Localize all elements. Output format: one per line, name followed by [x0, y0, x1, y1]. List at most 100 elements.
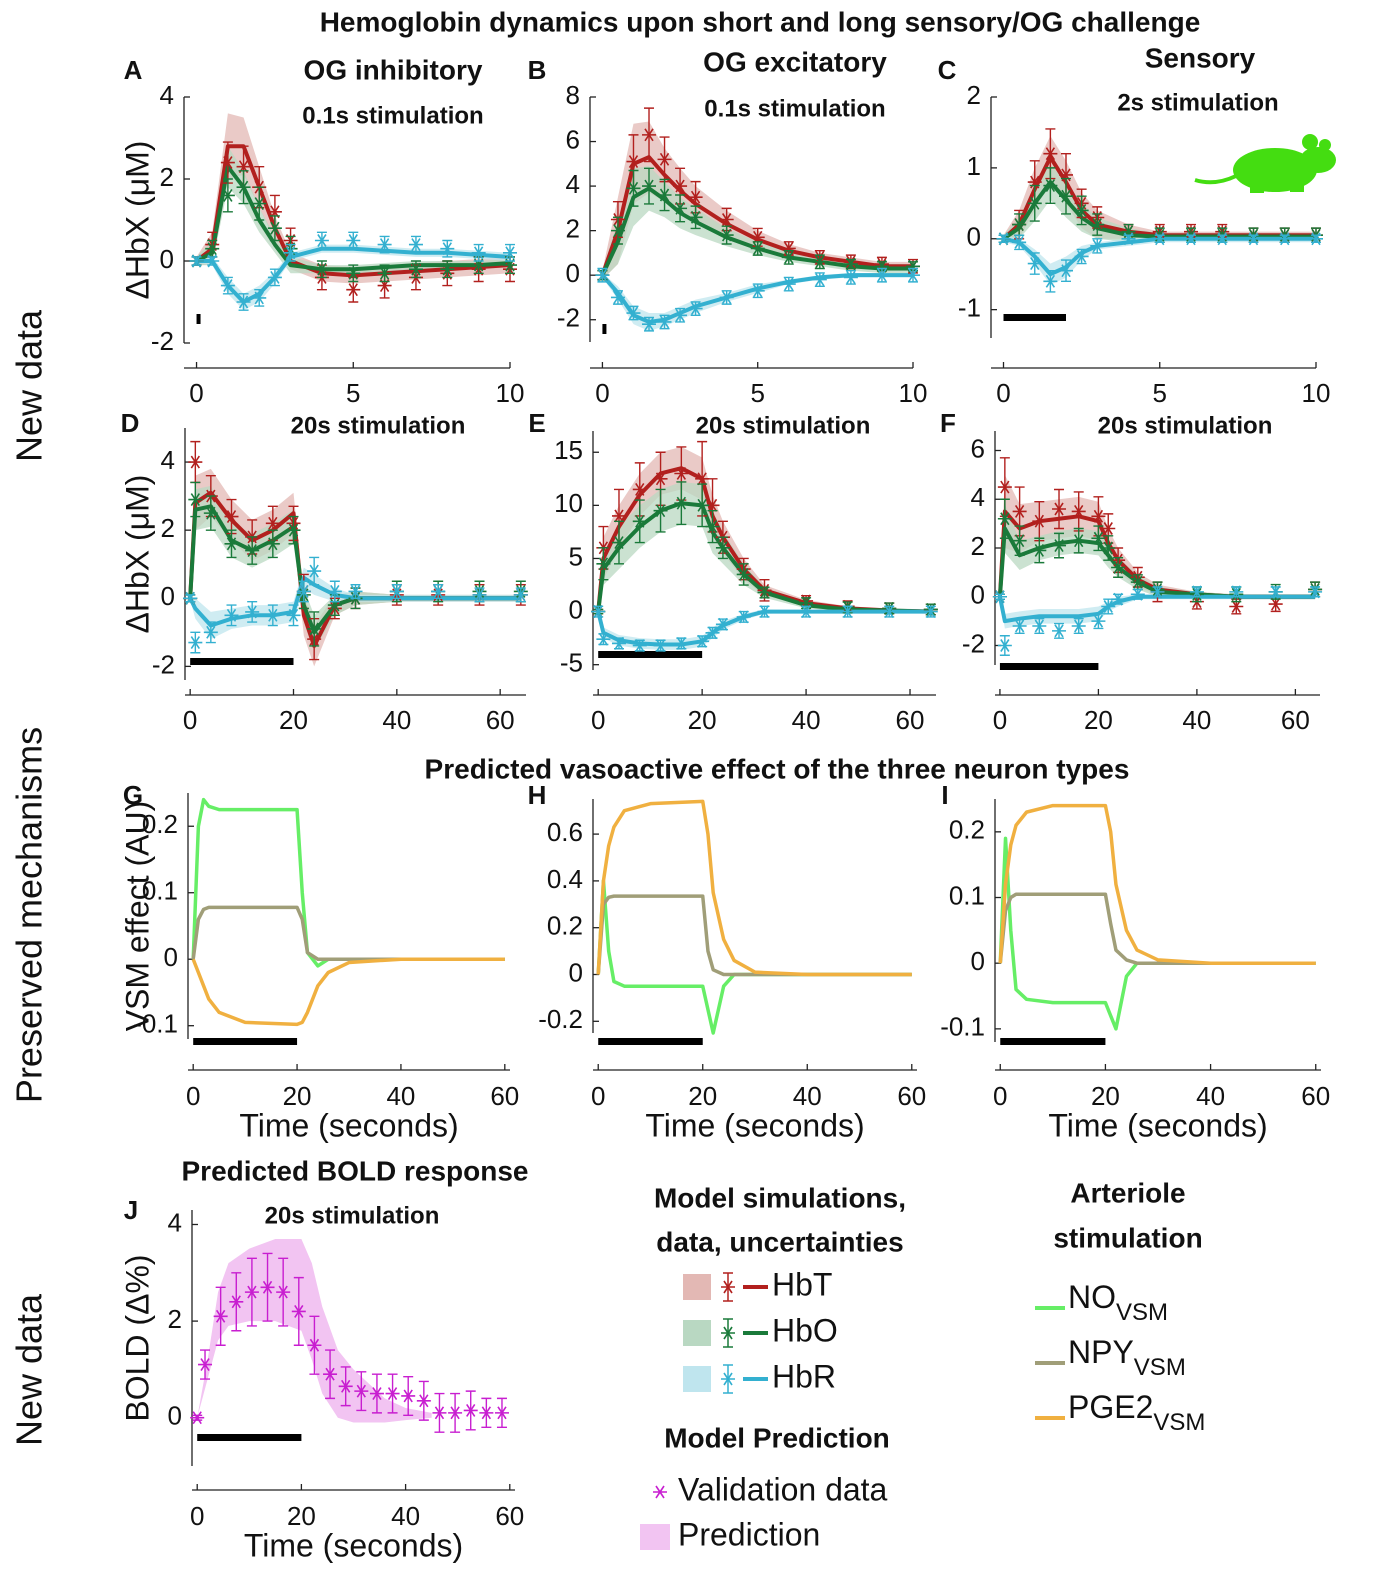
- data-point: [632, 639, 647, 653]
- y-tick-label: 4: [566, 169, 580, 199]
- data-point: [840, 605, 855, 619]
- stimulus-bar: [1003, 314, 1066, 321]
- x-axis-label: Time (seconds): [244, 1527, 463, 1563]
- legend-label: HbT: [772, 1266, 832, 1302]
- y-tick-label: -2: [152, 649, 175, 679]
- x-tick-label: 60: [495, 1501, 524, 1531]
- y-axis-label: ΔHbX (μM): [119, 475, 155, 634]
- data-point: [715, 617, 730, 631]
- data-point: [1043, 274, 1058, 288]
- y-tick-label: 0: [971, 580, 985, 610]
- x-tick-label: 20: [1091, 1081, 1120, 1111]
- legend-marker: [721, 1326, 735, 1340]
- y-tick-label: 0.2: [949, 815, 985, 845]
- y-tick-label: -1: [958, 293, 981, 323]
- legend-marker: [721, 1280, 735, 1294]
- x-tick-label: 5: [346, 378, 360, 408]
- data-point: [203, 625, 218, 639]
- x-axis-label: Time (seconds): [239, 1107, 458, 1143]
- data-point: [265, 537, 280, 551]
- legend-title: Model simulations,: [654, 1182, 906, 1213]
- data-point: [1130, 587, 1145, 601]
- legend-subscript: VSM: [1134, 1354, 1186, 1381]
- data-point: [719, 213, 734, 226]
- legend-label: NOVSM: [1068, 1279, 1168, 1325]
- data-point: [1277, 232, 1292, 246]
- x-tick-label: 10: [899, 378, 928, 408]
- data-point: [695, 634, 710, 648]
- panel-label: J: [124, 1195, 138, 1225]
- data-point: [203, 506, 218, 520]
- legend-swatch: [683, 1366, 711, 1392]
- data-point: [1308, 585, 1323, 599]
- legend-name: NO: [1068, 1279, 1116, 1315]
- stimulus-bar: [196, 314, 201, 324]
- data-point: [236, 295, 251, 309]
- data-point: [653, 504, 668, 518]
- data-point: [750, 284, 765, 298]
- data-point: [1052, 624, 1067, 638]
- data-point: [377, 266, 392, 280]
- panel-label: B: [528, 55, 547, 85]
- data-point: [1027, 196, 1042, 210]
- data-point: [503, 246, 517, 260]
- data-point: [632, 482, 647, 496]
- data-point: [642, 128, 657, 142]
- y-tick-label: 0.1: [142, 876, 178, 906]
- data-point: [1184, 232, 1198, 246]
- legend-label: PGE2VSM: [1068, 1389, 1205, 1435]
- data-point: [657, 188, 672, 202]
- data-point: [224, 537, 239, 551]
- chart-title: OG inhibitory: [304, 54, 483, 85]
- x-tick-label: 60: [1281, 705, 1310, 735]
- data-point: [1130, 575, 1145, 589]
- x-tick-label: 40: [792, 705, 821, 735]
- data-point: [213, 1309, 228, 1323]
- legend-label: HbR: [772, 1358, 836, 1394]
- legend-label: HbO: [772, 1312, 838, 1348]
- x-tick-label: 60: [896, 705, 925, 735]
- y-tick-label: 0: [971, 946, 985, 976]
- data-point: [695, 498, 710, 512]
- data-point: [1091, 614, 1106, 628]
- data-point: [323, 1367, 338, 1381]
- x-tick-label: 40: [1196, 1081, 1225, 1111]
- x-tick-label: 20: [688, 705, 717, 735]
- chart-title: OG excitatory: [703, 46, 887, 77]
- data-point: [1043, 179, 1058, 193]
- data-point: [307, 1338, 322, 1352]
- data-point: [1215, 232, 1230, 246]
- data-point: [923, 605, 938, 619]
- y-tick-label: 2: [967, 80, 981, 110]
- model-line: [195, 164, 511, 272]
- data-point: [874, 268, 889, 282]
- y-tick-label: 6: [971, 433, 985, 463]
- y-tick-label: 0.1: [949, 880, 985, 910]
- figure-title: Hemoglobin dynamics upon short and long …: [320, 6, 1201, 37]
- data-point: [494, 1406, 509, 1420]
- data-point: [314, 234, 329, 247]
- data-point: [432, 1406, 447, 1420]
- data-point: [610, 224, 625, 238]
- data-point: [843, 257, 858, 271]
- model-line: [998, 892, 1316, 965]
- data-point: [377, 238, 392, 252]
- data-point: [1229, 585, 1244, 599]
- data-point: [188, 636, 203, 649]
- x-tick-label: 10: [1302, 378, 1331, 408]
- x-tick-label: 0: [189, 378, 203, 408]
- data-point: [632, 514, 647, 528]
- legend-marker: [721, 1372, 735, 1386]
- data-point: [1189, 585, 1204, 599]
- data-point: [595, 268, 610, 282]
- legend-title: Model Prediction: [664, 1422, 890, 1453]
- data-point: [1091, 509, 1106, 523]
- x-tick-label: 60: [897, 1081, 926, 1111]
- x-axis-label: Time (seconds): [645, 1107, 864, 1143]
- y-tick-label: 0: [161, 581, 175, 611]
- x-tick-label: 10: [496, 378, 525, 408]
- data-point: [781, 277, 796, 291]
- y-tick-label: 0.4: [547, 864, 583, 894]
- data-point: [1012, 218, 1027, 232]
